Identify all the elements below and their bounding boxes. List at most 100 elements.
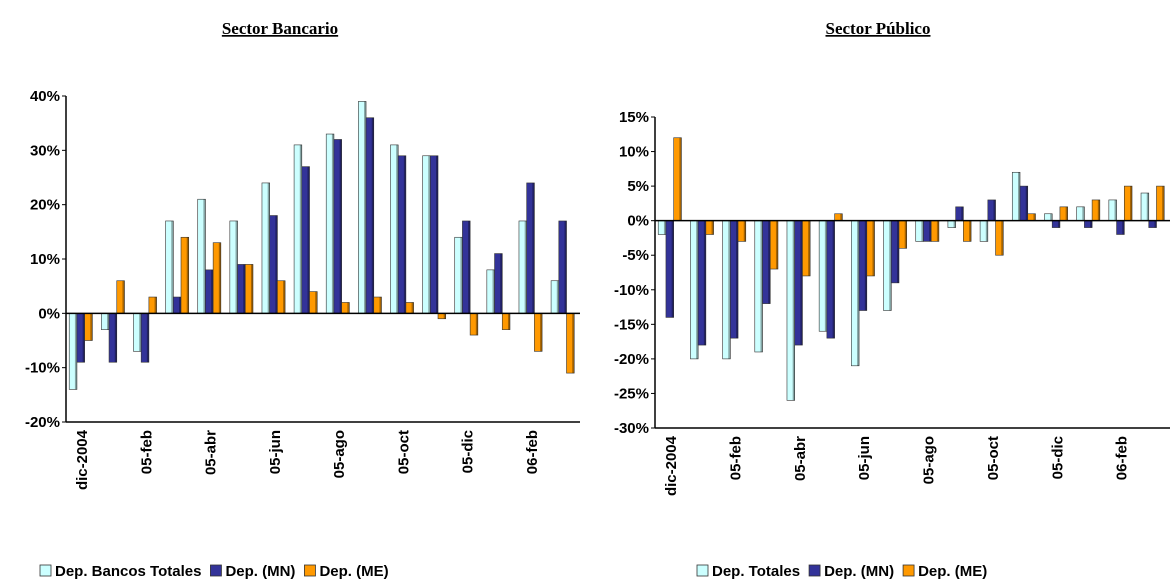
x-tick-label: 05-abr bbox=[792, 436, 809, 481]
bar-side bbox=[1050, 213, 1053, 221]
bar-side bbox=[186, 237, 189, 314]
bar-side bbox=[961, 206, 964, 221]
x-tick-label: 06-feb bbox=[524, 430, 541, 474]
bar-side bbox=[736, 220, 739, 339]
x-tick-label: 05-ago bbox=[921, 436, 938, 484]
bar-side bbox=[507, 313, 510, 330]
bar-side bbox=[564, 220, 567, 314]
bar-side bbox=[760, 220, 763, 352]
bar-side bbox=[403, 155, 406, 314]
bar-side bbox=[728, 220, 731, 359]
x-tick-label: 05-ago bbox=[331, 430, 348, 478]
bar-side bbox=[792, 220, 795, 401]
bar-side bbox=[396, 144, 399, 314]
bar-side bbox=[492, 269, 495, 314]
y-tick-label: -5% bbox=[622, 247, 649, 264]
bar-side bbox=[703, 220, 706, 346]
bar-side bbox=[889, 220, 892, 311]
y-tick-label: 20% bbox=[30, 197, 60, 214]
bar-side bbox=[443, 313, 446, 319]
bar-side bbox=[90, 313, 93, 341]
bar-side bbox=[235, 220, 238, 314]
bar-side bbox=[671, 220, 674, 318]
bar-side bbox=[339, 139, 342, 314]
bar-side bbox=[218, 242, 221, 314]
x-tick-label: 05-dic bbox=[460, 430, 477, 473]
bar-side bbox=[929, 220, 932, 242]
bar-side bbox=[663, 220, 666, 235]
x-tick-label: 05-oct bbox=[985, 436, 1002, 480]
y-tick-label: -30% bbox=[614, 420, 649, 437]
legend-label: Dep. (MN) bbox=[824, 563, 894, 580]
y-tick-label: 0% bbox=[38, 305, 60, 322]
bar-side bbox=[250, 264, 253, 314]
y-tick-label: 0% bbox=[627, 213, 649, 230]
bar-side bbox=[993, 199, 996, 221]
bar-side bbox=[114, 313, 117, 363]
bar-side bbox=[711, 220, 714, 235]
x-tick-label: 05-feb bbox=[727, 436, 744, 480]
bar-side bbox=[331, 134, 334, 314]
bar-side bbox=[267, 182, 270, 314]
bar-side bbox=[743, 220, 746, 242]
bar-side bbox=[428, 155, 431, 314]
y-tick-label: 15% bbox=[619, 109, 649, 126]
y-tick-label: -15% bbox=[614, 316, 649, 333]
bar-side bbox=[1122, 220, 1125, 235]
bar-side bbox=[475, 313, 478, 336]
bar-side bbox=[139, 313, 142, 352]
bar-side bbox=[1130, 186, 1133, 221]
bar-side bbox=[679, 137, 682, 221]
y-tick-label: -25% bbox=[614, 385, 649, 402]
bar-side bbox=[985, 220, 988, 242]
x-tick-label: 05-dic bbox=[1049, 436, 1066, 479]
y-tick-label: -10% bbox=[614, 282, 649, 299]
x-tick-label: 05-jun bbox=[856, 436, 873, 480]
bar-side bbox=[1065, 206, 1068, 221]
bar-side bbox=[460, 237, 463, 314]
bar-side bbox=[1146, 193, 1149, 221]
bar-side bbox=[896, 220, 899, 283]
bar-side bbox=[1114, 199, 1117, 221]
bar-side bbox=[1033, 213, 1036, 221]
bar-side bbox=[179, 297, 182, 314]
bar-side bbox=[953, 220, 956, 228]
bar-side bbox=[243, 264, 246, 314]
bar-side bbox=[1018, 172, 1021, 221]
legend-swatch bbox=[696, 564, 709, 577]
bar-side bbox=[1082, 206, 1085, 221]
bar-side bbox=[556, 280, 559, 314]
bar-side bbox=[1154, 220, 1157, 228]
y-tick-label: 40% bbox=[30, 88, 60, 105]
bar-side bbox=[275, 215, 278, 314]
legend-label: Dep. Bancos Totales bbox=[55, 563, 201, 580]
bar-side bbox=[154, 297, 157, 314]
bar-side bbox=[146, 313, 149, 363]
legend-label: Dep. (ME) bbox=[319, 563, 388, 580]
legend-label: Dep. (MN) bbox=[225, 563, 295, 580]
bar-side bbox=[1097, 199, 1100, 221]
bar-side bbox=[969, 220, 972, 242]
bar-side bbox=[800, 220, 803, 346]
bar-side bbox=[411, 302, 414, 314]
x-tick-label: 05-feb bbox=[138, 430, 155, 474]
bar-side bbox=[808, 220, 811, 276]
bar-side bbox=[1025, 186, 1028, 221]
bar-side bbox=[500, 253, 503, 314]
bar-side bbox=[524, 220, 527, 314]
bar-side bbox=[572, 313, 575, 374]
bar-side bbox=[1057, 220, 1060, 228]
chart-title: Sector Público bbox=[826, 19, 931, 38]
bar-side bbox=[1162, 186, 1165, 221]
bar-side bbox=[696, 220, 699, 359]
bar-side bbox=[107, 313, 110, 330]
legend-label: Dep. (ME) bbox=[918, 563, 987, 580]
bar-side bbox=[436, 155, 439, 314]
y-tick-label: 10% bbox=[30, 251, 60, 268]
legend-swatch bbox=[210, 564, 222, 577]
chart-title: Sector Bancario bbox=[222, 19, 338, 38]
legend-swatch bbox=[39, 564, 52, 577]
bar-side bbox=[315, 291, 318, 314]
x-tick-label: 05-oct bbox=[395, 430, 412, 474]
